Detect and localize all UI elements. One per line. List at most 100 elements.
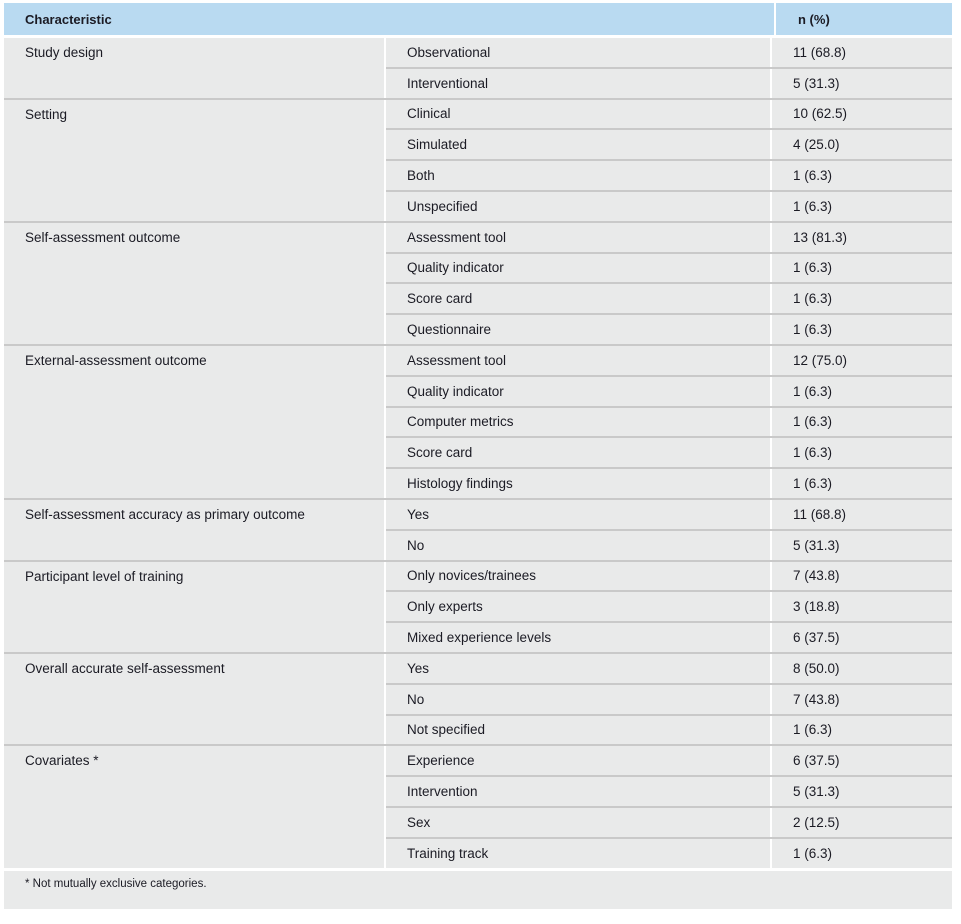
table-row: Computer metrics 1 (6.3) [386,405,952,437]
category-cell: Only experts [407,599,483,615]
value-cell: 1 (6.3) [770,715,952,745]
table-group: Participant level of training Only novice… [4,559,952,652]
table-row: Quality indicator 1 (6.3) [386,374,952,406]
group-label: Setting [4,99,386,221]
footnote: * Not mutually exclusive categories. [4,867,952,909]
value-cell: 8 (50.0) [770,653,952,683]
value-cell: 1 (6.3) [770,407,952,437]
table-row: No 7 (43.8) [386,682,952,714]
table-row: Yes 11 (68.8) [386,499,952,529]
value-cell: 1 (6.3) [770,438,952,468]
table-row: Training track 1 (6.3) [386,836,952,868]
value-cell: 1 (6.3) [770,376,952,406]
category-cell: Mixed experience levels [407,630,552,646]
table-row: Both 1 (6.3) [386,159,952,190]
group-label: Study design [4,38,386,98]
table-group: External-assessment outcome Assessment to… [4,343,952,498]
category-cell: Score card [407,291,473,307]
category-cell: Training track [407,845,489,861]
value-cell: 11 (68.8) [770,38,952,67]
table-row: Clinical 10 (62.5) [386,99,952,129]
value-cell: 1 (6.3) [770,191,952,221]
category-cell: Quality indicator [407,260,504,276]
table-group: Covariates * Experience 6 (37.5) Interventi… [4,744,952,868]
table-group: Overall accurate self-assessment Yes 8 (50… [4,651,952,745]
category-cell: Computer metrics [407,414,514,430]
table-row: Only experts 3 (18.8) [386,590,952,622]
category-cell: Questionnaire [407,322,492,338]
value-cell: 1 (6.3) [770,284,952,314]
value-cell: 1 (6.3) [770,469,952,498]
value-cell: 4 (25.0) [770,130,952,160]
header-n-percent: n (%) [774,3,830,35]
table-row: Score card 1 (6.3) [386,282,952,314]
table-row: Only novices/trainees 7 (43.8) [386,561,952,591]
table-row: No 5 (31.3) [386,528,952,560]
value-cell: 6 (37.5) [770,623,952,652]
header-characteristic: Characteristic [25,11,112,27]
category-cell: Experience [407,753,475,769]
table-header: Characteristic n (%) [4,3,952,35]
category-cell: Clinical [407,106,451,122]
value-cell: 3 (18.8) [770,592,952,622]
value-cell: 13 (81.3) [770,222,952,252]
value-cell: 5 (31.3) [770,777,952,806]
category-cell: Histology findings [407,476,513,492]
group-label: Covariates * [4,746,386,868]
value-cell: 1 (6.3) [770,315,952,344]
category-cell: Not specified [407,722,486,738]
category-cell: Quality indicator [407,383,504,399]
value-cell: 5 (31.3) [770,530,952,560]
table-row: Simulated 4 (25.0) [386,128,952,160]
group-label: Self-assessment accuracy as primary outc… [4,499,386,560]
category-cell: Interventional [407,75,489,91]
table-row: Interventional 5 (31.3) [386,66,952,98]
category-cell: Intervention [407,784,478,800]
group-label: Self-assessment outcome [4,222,386,344]
category-cell: Only novices/trainees [407,568,537,584]
category-cell: Score card [407,445,473,461]
value-cell: 10 (62.5) [770,99,952,129]
category-cell: Both [407,168,435,184]
category-cell: Unspecified [407,198,478,214]
value-cell: 2 (12.5) [770,807,952,837]
value-cell: 1 (6.3) [770,253,952,283]
category-cell: Assessment tool [407,229,507,245]
table-row: Unspecified 1 (6.3) [386,189,952,221]
table-row: Intervention 5 (31.3) [386,775,952,806]
group-label: Overall accurate self-assessment [4,653,386,745]
table-row: Quality indicator 1 (6.3) [386,251,952,283]
table-row: Not specified 1 (6.3) [386,713,952,745]
table-row: Experience 6 (37.5) [386,746,952,776]
category-cell: No [407,691,425,707]
value-cell: 11 (68.8) [770,499,952,529]
category-cell: Observational [407,44,491,60]
characteristics-table: Characteristic n (%) Study design Observa… [4,3,952,909]
table-row: Questionnaire 1 (6.3) [386,313,952,344]
value-cell: 6 (37.5) [770,746,952,776]
table-row: Observational 11 (68.8) [386,38,952,67]
group-label: Participant level of training [4,561,386,652]
category-cell: Yes [407,506,430,522]
value-cell: 7 (43.8) [770,561,952,591]
table-group: Self-assessment outcome Assessment tool 13… [4,220,952,344]
category-cell: Simulated [407,137,468,153]
table-row: Score card 1 (6.3) [386,436,952,468]
category-cell: No [407,537,425,553]
category-cell: Yes [407,660,430,676]
value-cell: 5 (31.3) [770,68,952,98]
table-group: Setting Clinical 10 (62.5) Simulated 4 (25.0… [4,97,952,221]
category-cell: Sex [407,814,431,830]
table-row: Yes 8 (50.0) [386,653,952,683]
table-group: Study design Observational 11 (68.8) Interv… [4,38,952,98]
value-cell: 1 (6.3) [770,161,952,190]
table-row: Histology findings 1 (6.3) [386,467,952,498]
value-cell: 1 (6.3) [770,838,952,868]
table-row: Assessment tool 12 (75.0) [386,345,952,375]
table-group: Self-assessment accuracy as primary outc… [4,497,952,560]
table-row: Mixed experience levels 6 (37.5) [386,621,952,652]
value-cell: 7 (43.8) [770,684,952,714]
table-row: Sex 2 (12.5) [386,805,952,837]
value-cell: 12 (75.0) [770,345,952,375]
category-cell: Assessment tool [407,352,507,368]
